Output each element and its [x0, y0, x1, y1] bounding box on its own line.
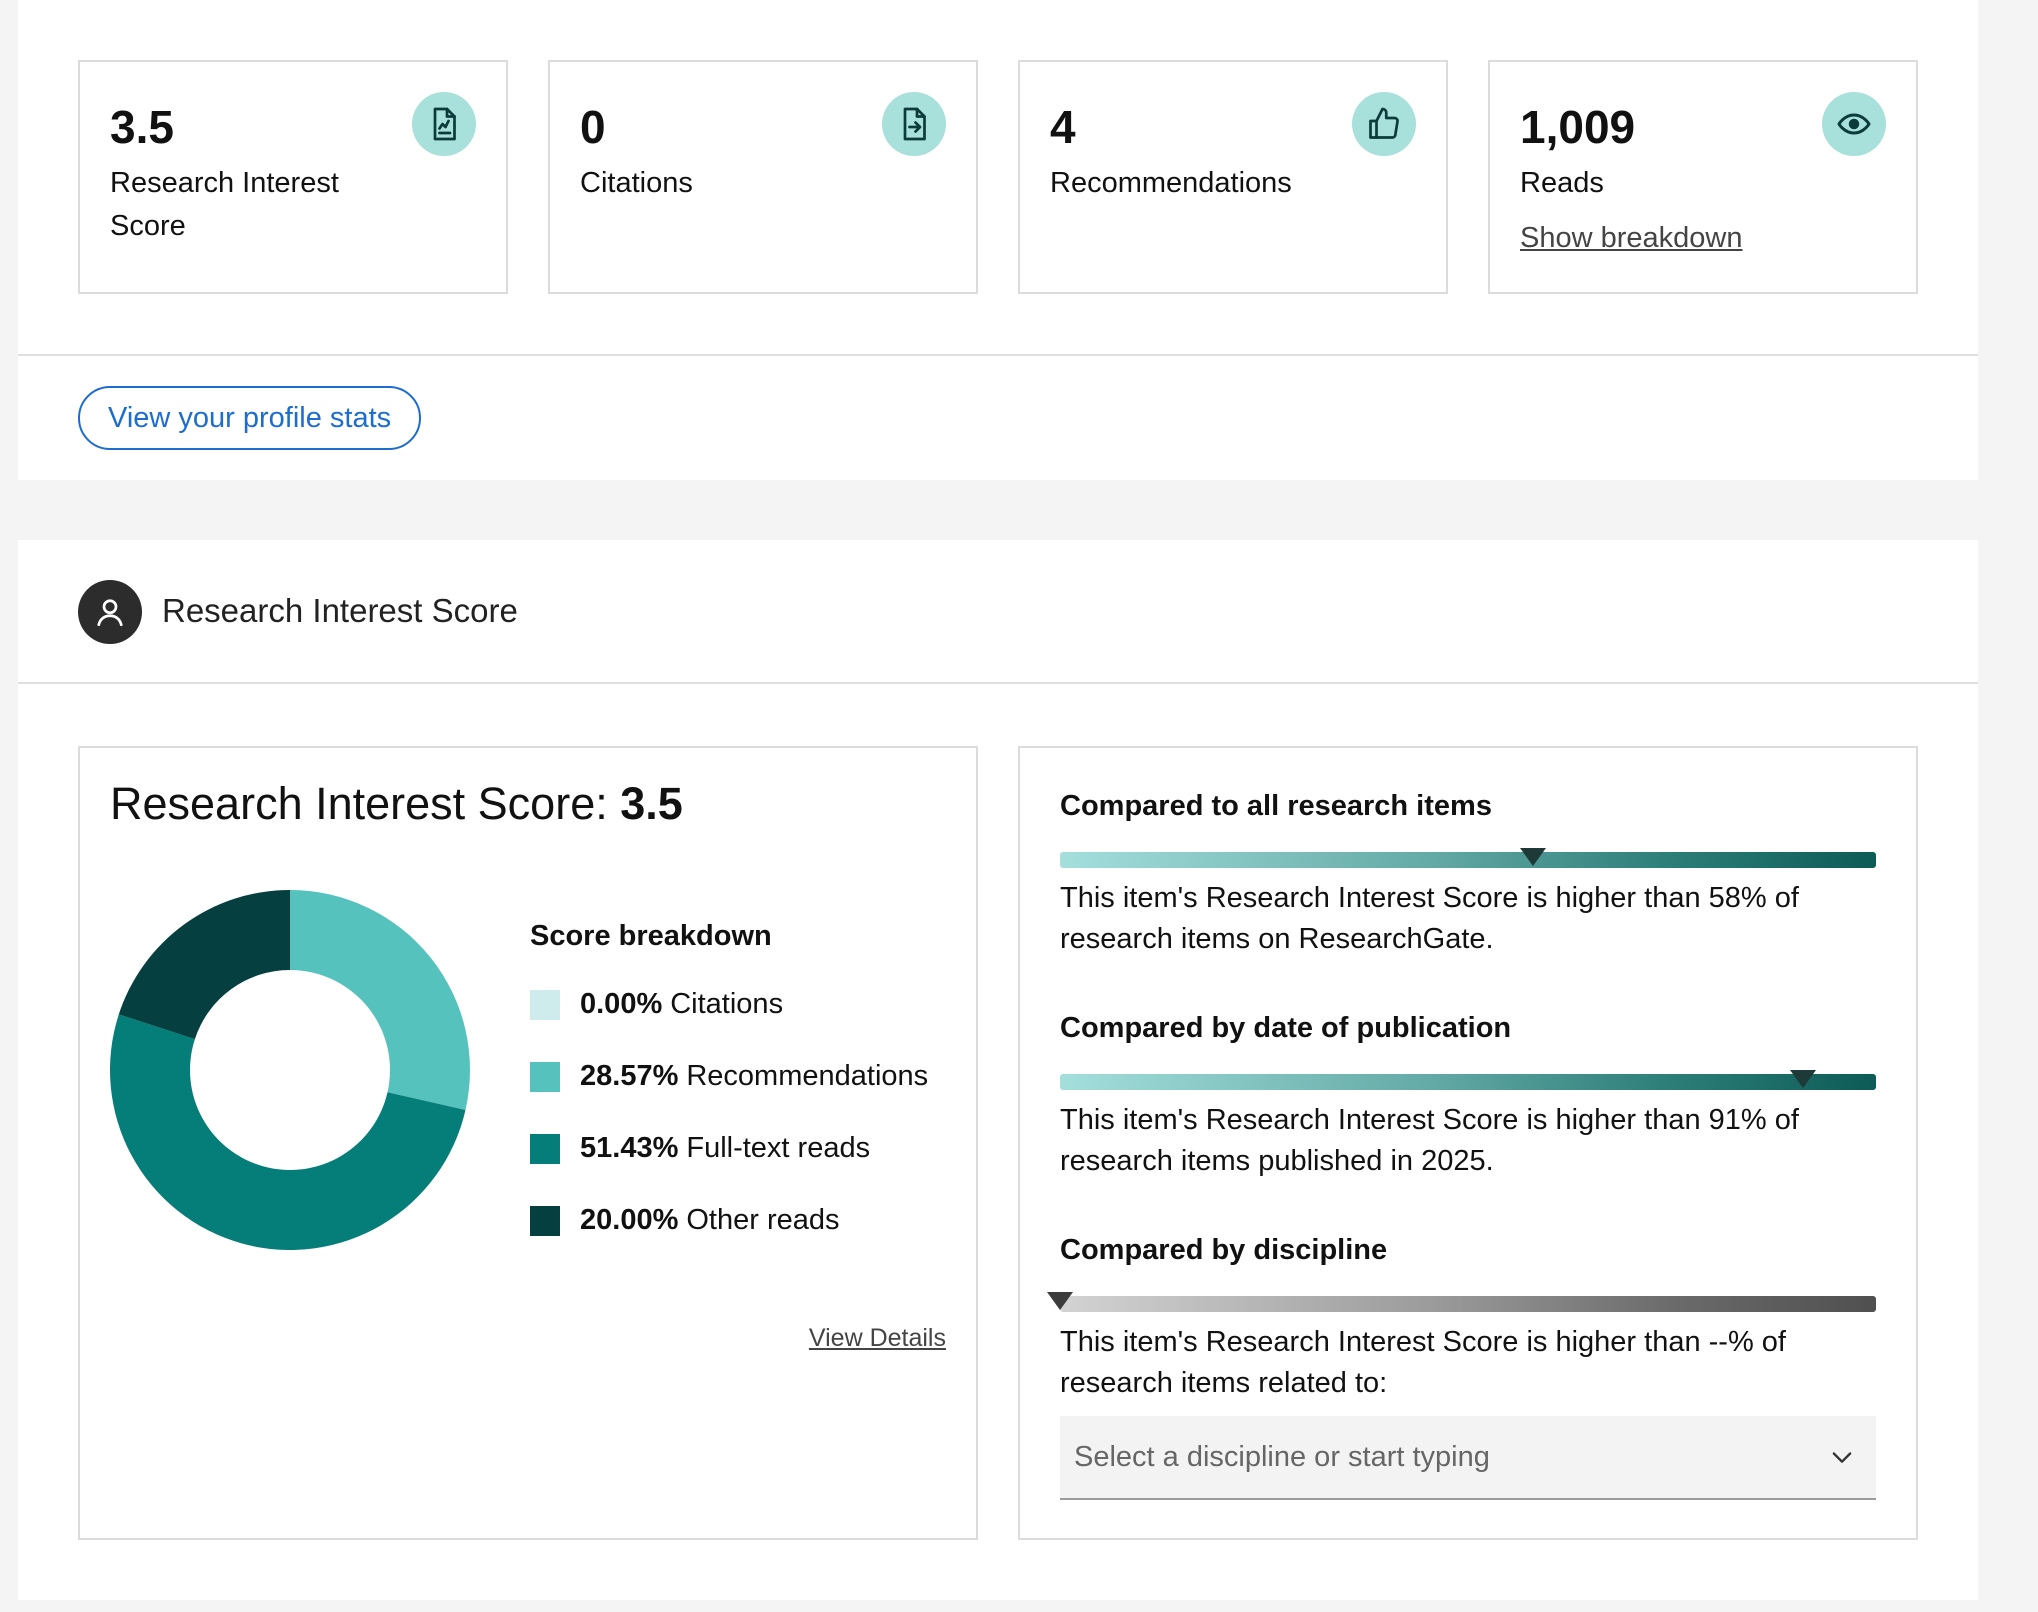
stat-card-research-interest: 3.5 Research Interest Score: [78, 60, 508, 294]
stat-value: 3.5: [110, 101, 174, 153]
stat-value: 1,009: [1520, 101, 1636, 153]
legend-label: Full-text reads: [686, 1132, 871, 1164]
stat-card-recommendations: 4 Recommendations: [1018, 60, 1448, 294]
comparison-text: This item's Research Interest Score is h…: [1060, 1104, 1799, 1177]
legend-item-full-text-reads: 51.43% Full-text reads: [530, 1132, 870, 1165]
chevron-down-icon[interactable]: [1828, 1443, 1856, 1471]
divider: [18, 354, 1978, 356]
divider: [18, 682, 1978, 684]
percentile-marker: [1520, 848, 1547, 866]
percentile-bar: [1060, 1074, 1876, 1090]
donut-slice-full-text-reads: [110, 1014, 466, 1250]
stat-value: 4: [1050, 101, 1076, 153]
comparison-text: This item's Research Interest Score is h…: [1060, 882, 1799, 955]
discipline-select-placeholder: Select a discipline or start typing: [1074, 1440, 1490, 1473]
stat-value: 0: [580, 101, 606, 153]
percentile-marker: [1789, 1070, 1816, 1088]
stat-label: Research Interest Score: [110, 167, 339, 242]
legend-label: Citations: [670, 988, 784, 1020]
legend-swatch: [530, 1061, 560, 1092]
percentile-bar: [1060, 852, 1876, 868]
legend-value: 51.43%: [580, 1132, 679, 1164]
eye-icon: [1822, 92, 1886, 156]
stat-label: Citations: [580, 167, 693, 199]
thumbs-up-icon: [1352, 92, 1416, 156]
stats-panel: 3.5 Research Interest Score 0 Citations …: [18, 0, 1978, 480]
legend-item-citations: 0.00% Citations: [530, 988, 783, 1021]
show-breakdown-link[interactable]: Show breakdown: [1520, 222, 1743, 254]
legend-value: 0.00%: [580, 988, 663, 1020]
comparison-title: Compared by date of publication: [1060, 1012, 1512, 1044]
comparison-title: Compared to all research items: [1060, 790, 1492, 822]
percentile-marker: [1047, 1292, 1073, 1310]
research-interest-panel: Research Interest Score Research Interes…: [18, 540, 1978, 1600]
donut-slice-recommendations: [290, 890, 470, 1111]
legend-swatch: [530, 989, 560, 1020]
file-quote-icon: [882, 92, 946, 156]
legend-label: Recommendations: [686, 1060, 929, 1092]
score-heading: Research Interest Score: 3.5: [110, 778, 683, 830]
score-heading-value: 3.5: [620, 778, 683, 829]
user-icon: [78, 580, 142, 644]
legend-value: 20.00%: [580, 1204, 679, 1236]
discipline-select[interactable]: Select a discipline or start typing: [1060, 1416, 1876, 1500]
comparison-card: Compared to all research items This item…: [1018, 746, 1918, 1540]
stat-card-citations: 0 Citations: [548, 60, 978, 294]
score-donut-chart: [110, 890, 470, 1250]
score-breakdown-card: Research Interest Score: 3.5 Score break…: [78, 746, 978, 1540]
stat-label: Reads: [1520, 167, 1604, 199]
score-heading-label: Research Interest Score:: [110, 778, 621, 829]
stat-label: Recommendations: [1050, 167, 1292, 199]
legend-item-other-reads: 20.00% Other reads: [530, 1204, 840, 1237]
stat-card-reads: 1,009 Reads Show breakdown: [1488, 60, 1918, 294]
comparison-text: This item's Research Interest Score is h…: [1060, 1326, 1786, 1399]
section-title: Research Interest Score: [162, 592, 518, 629]
legend-value: 28.57%: [580, 1060, 679, 1092]
legend-swatch: [530, 1133, 560, 1164]
view-profile-stats-button[interactable]: View your profile stats: [78, 386, 422, 450]
file-chart-icon: [412, 92, 476, 156]
legend-item-recommendations: 28.57% Recommendations: [530, 1060, 928, 1093]
comparison-title: Compared by discipline: [1060, 1234, 1388, 1266]
donut-slice-other-reads: [118, 890, 290, 1040]
percentile-bar: [1060, 1296, 1876, 1312]
view-details-link[interactable]: View Details: [808, 1324, 946, 1352]
legend-swatch: [530, 1205, 560, 1236]
legend-label: Other reads: [686, 1204, 840, 1236]
breakdown-title: Score breakdown: [530, 920, 772, 952]
